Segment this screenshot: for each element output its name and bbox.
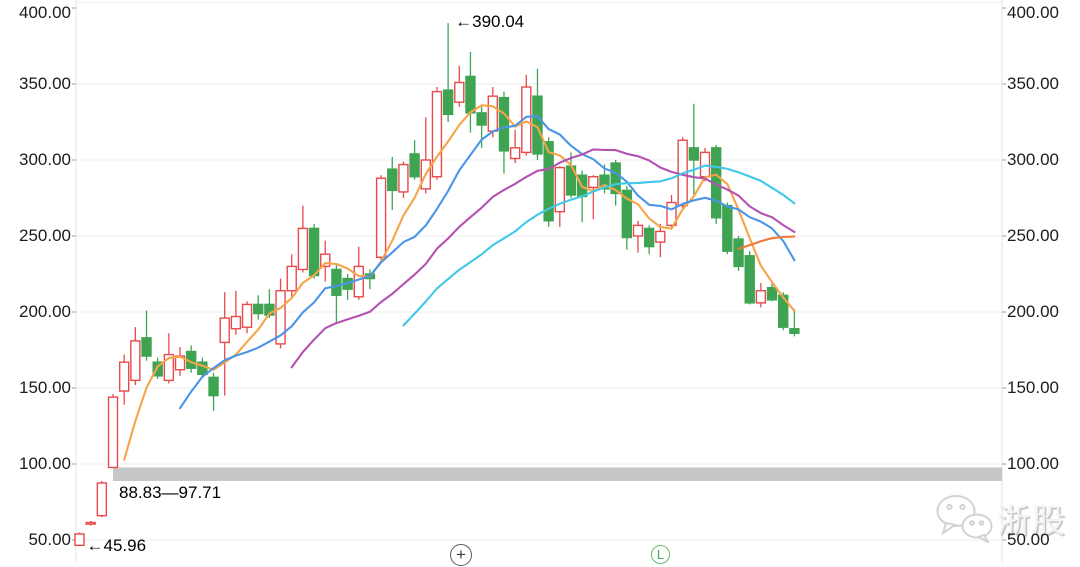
plus-circle-icon: + [456, 545, 466, 564]
y-axis-label-left: 300.00 [19, 150, 71, 169]
candle [454, 81, 465, 103]
y-axis-label-left: 50.00 [28, 530, 71, 549]
candle [286, 265, 297, 292]
y-axis-label-right: 150.00 [1007, 378, 1059, 397]
candle [130, 340, 141, 382]
y-axis-label-right: 50.00 [1007, 530, 1050, 549]
y-axis-label-left: 250.00 [19, 226, 71, 245]
y-axis-label-left: 350.00 [19, 74, 71, 93]
candle [621, 189, 633, 239]
candle [498, 96, 510, 152]
ma-line-10 [178, 115, 796, 410]
candle [755, 290, 767, 304]
candle [107, 396, 119, 469]
candle [398, 163, 409, 193]
candle [431, 90, 443, 178]
candle [208, 376, 219, 397]
y-axis-label-left: 200.00 [19, 302, 71, 321]
candle [253, 303, 264, 315]
candle [442, 89, 454, 116]
l-circle-icon: L [656, 547, 665, 562]
candle [733, 238, 744, 268]
gap-band [113, 467, 1002, 481]
candle [766, 286, 778, 301]
candle [241, 303, 253, 328]
candle [375, 177, 387, 258]
candle [331, 268, 342, 296]
candle [275, 290, 286, 345]
y-axis-label-left: 100.00 [19, 454, 71, 473]
candle [543, 141, 554, 222]
y-axis-label-left: 400.00 [19, 3, 71, 22]
zoom-in-button[interactable]: + [450, 544, 472, 566]
y-axis-label-right: 100.00 [1007, 454, 1059, 473]
candle [588, 176, 599, 189]
y-axis-label-right: 200.00 [1007, 302, 1059, 321]
candle [230, 315, 242, 330]
y-axis-label-left: 150.00 [19, 378, 71, 397]
candle [722, 204, 733, 252]
y-axis-label-right: 250.00 [1007, 226, 1059, 245]
candle [297, 227, 309, 271]
candle [688, 147, 700, 161]
candle [96, 482, 108, 517]
candle [655, 230, 666, 243]
candle [632, 224, 644, 237]
y-axis-label-right: 400.00 [1007, 3, 1059, 22]
candle [85, 521, 96, 525]
candle [744, 255, 755, 304]
candle [476, 112, 487, 126]
candle [789, 328, 800, 334]
high-annotation: ←390.04 [455, 12, 525, 32]
wechat-watermark: 浙股 [934, 493, 1067, 543]
candle [666, 201, 677, 227]
candle [152, 361, 163, 377]
candle [387, 168, 398, 192]
candle [509, 147, 521, 160]
candle [219, 317, 230, 344]
y-axis-label-right: 300.00 [1007, 150, 1059, 169]
candle [320, 253, 331, 268]
candle [118, 361, 130, 392]
low-annotation: ←45.96 [86, 536, 147, 556]
candle [409, 153, 420, 178]
ma-line-60 [737, 235, 796, 250]
wechat-icon [936, 495, 993, 543]
candle [487, 95, 498, 132]
ma-line-20 [290, 148, 796, 369]
candle [74, 533, 85, 547]
candle [610, 162, 621, 195]
candle [465, 75, 476, 114]
candle [163, 353, 175, 382]
ma-line-30 [402, 164, 796, 327]
candle [643, 227, 655, 248]
candle [308, 227, 320, 277]
candle [599, 174, 610, 190]
y-axis-label-right: 350.00 [1007, 74, 1059, 93]
candle [554, 166, 566, 213]
candle [141, 337, 152, 357]
watermark-text: 浙股 [997, 502, 1067, 539]
log-scale-button[interactable]: L [651, 545, 670, 564]
candle [778, 294, 789, 328]
gap-annotation: 88.83—97.71 [119, 482, 222, 502]
